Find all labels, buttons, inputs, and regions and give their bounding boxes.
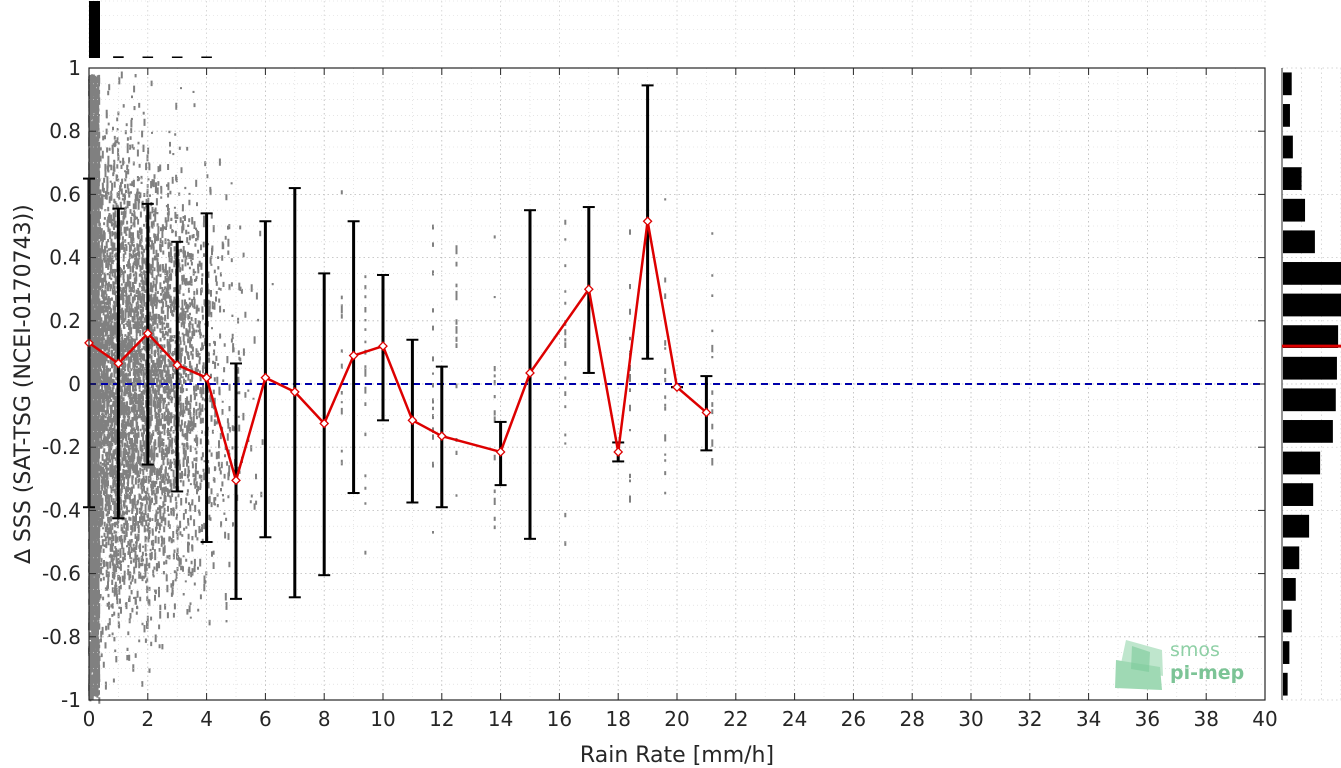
x-tick-label: 36	[1135, 707, 1160, 731]
mean-point-marker	[113, 358, 124, 369]
right-hist-bar	[1283, 609, 1292, 633]
mean-series-line	[88, 221, 708, 485]
right-hist-bar	[1283, 388, 1336, 412]
mean-point-marker	[289, 386, 300, 397]
right-hist-bar	[1283, 230, 1315, 254]
mean-point-marker	[348, 350, 359, 361]
right-hist-bar	[1283, 135, 1293, 159]
x-tick-label: 16	[547, 707, 572, 731]
x-tick-label: 24	[782, 707, 807, 731]
tick-labels: 0 2 4 6 8 10 12 14 16 18 20 22 24 26 28 30 32 34 36 38 40-1-…	[42, 56, 1278, 731]
mean-point-marker	[201, 372, 212, 383]
y-tick-label: -0.2	[42, 435, 81, 459]
mean-point-marker	[495, 447, 506, 457]
top-histogram	[88, 0, 1266, 58]
right-hist-bar	[1283, 451, 1321, 475]
y-tick-label: 0.2	[49, 309, 81, 333]
y-tick-label: 1	[68, 56, 81, 80]
mean-point-marker	[407, 415, 418, 426]
x-tick-label: 28	[899, 707, 924, 731]
right-hist-bar	[1283, 578, 1296, 601]
mean-point-marker	[672, 382, 682, 393]
right-hist-bar	[1283, 420, 1333, 443]
y-tick-label: 0.4	[49, 246, 81, 270]
y-tick-label: -0.4	[42, 498, 81, 522]
right-hist-bar	[1283, 167, 1302, 190]
y-tick-label: 0.6	[49, 182, 81, 206]
mean-point-marker	[701, 407, 712, 418]
top-hist-bar	[201, 56, 212, 58]
x-tick-label: 26	[841, 707, 866, 731]
mean-point-marker	[583, 284, 594, 295]
right-hist-bar	[1283, 483, 1314, 506]
logo-emblem-icon	[1115, 640, 1163, 690]
right-hist-bar	[1283, 672, 1288, 696]
x-tick-label: 18	[605, 707, 630, 731]
top-hist-bar	[89, 1, 100, 58]
x-tick-label: 40	[1252, 707, 1277, 731]
x-tick-label: 32	[1017, 707, 1042, 731]
y-tick-label: -0.8	[42, 625, 81, 649]
x-tick-label: 10	[370, 707, 395, 731]
x-tick-label: 6	[259, 707, 272, 731]
smos-pimep-logo: smos pi-mep	[1115, 639, 1244, 690]
right-hist-bar	[1283, 641, 1290, 664]
y-tick-label: -0.6	[42, 562, 81, 586]
y-tick-label: 0.8	[49, 119, 81, 143]
right-hist-bar	[1283, 356, 1337, 380]
x-tick-label: 8	[318, 707, 331, 731]
mean-point-marker	[378, 341, 388, 351]
right-hist-bar	[1283, 72, 1292, 96]
right-hist-bar	[1283, 325, 1339, 348]
x-tick-label: 4	[200, 707, 213, 731]
logo-text-pimep: pi-mep	[1170, 662, 1244, 684]
x-tick-label: 0	[83, 707, 96, 731]
top-hist-bar	[113, 56, 124, 58]
mean-point-marker	[525, 368, 535, 378]
right-hist-bar	[1283, 293, 1341, 317]
error-bars	[83, 84, 713, 600]
right-hist-bar	[1283, 104, 1290, 127]
x-tick-label: 2	[141, 707, 154, 731]
right-hist-bar	[1283, 262, 1341, 285]
mean-point-marker	[260, 372, 271, 383]
mean-point-marker	[613, 447, 624, 457]
mean-point-marker	[319, 418, 330, 429]
x-tick-label: 12	[429, 707, 454, 731]
x-axis-label: Rain Rate [mm/h]	[580, 743, 774, 768]
x-tick-label: 34	[1076, 707, 1101, 731]
right-hist-bar	[1283, 514, 1310, 538]
mean-point-marker	[642, 216, 653, 227]
y-tick-label: -1	[61, 688, 81, 712]
x-tick-label: 30	[958, 707, 983, 731]
mean-point-marker	[142, 328, 153, 339]
right-histogram	[1281, 67, 1341, 701]
mean-point-marker	[172, 360, 183, 370]
x-tick-label: 14	[488, 707, 513, 731]
x-tick-label: 20	[664, 707, 689, 731]
mean-point-marker	[231, 475, 241, 486]
y-tick-label: 0	[68, 372, 81, 396]
logo-text-smos: smos	[1170, 639, 1220, 661]
right-hist-bar	[1283, 546, 1300, 570]
x-tick-label: 38	[1193, 707, 1218, 731]
y-axis-label: ∆ SSS (SAT-TSG (NCEI-0170743))	[11, 204, 36, 565]
right-hist-bar	[1283, 198, 1306, 222]
top-hist-bar	[142, 56, 154, 58]
axes-frame	[88, 67, 1266, 701]
x-tick-label: 22	[723, 707, 748, 731]
mean-point-marker	[436, 431, 447, 442]
top-hist-bar	[171, 56, 183, 58]
mean-line	[84, 216, 712, 486]
